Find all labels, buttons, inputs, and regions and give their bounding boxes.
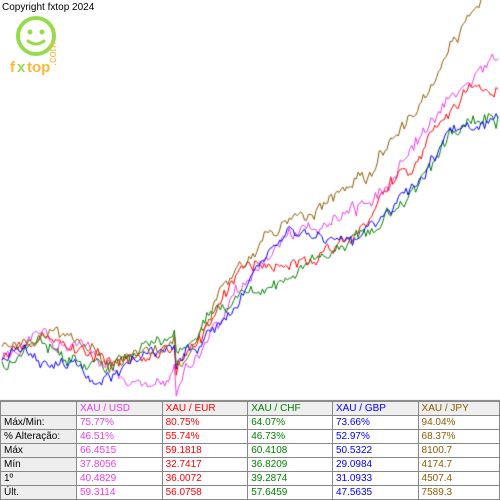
stats-table: XAU / USDXAU / EURXAU / CHFXAU / GBPXAU … [0,401,500,500]
table-header: XAU / GBP [332,402,418,416]
svg-text:x: x [17,59,26,76]
table-header: XAU / EUR [162,402,248,416]
svg-text:f: f [10,59,16,76]
table-cell: 59.3114 [77,486,163,500]
copyright-text: Copyright fxtop 2024 [2,2,94,13]
table-cell: 55.74% [162,430,248,444]
table-cell: 39.2874 [248,472,333,486]
row-label: Últ. [1,486,77,500]
fxtop-watermark: f x top .com [6,14,86,97]
row-label: Mín [1,458,77,472]
table-header [1,402,77,416]
row-label: 1º [1,472,77,486]
table-cell: 75.77% [77,416,163,430]
table-cell: 32.7417 [162,458,248,472]
table-cell: 60.4108 [248,444,333,458]
table-cell: 40.4829 [77,472,163,486]
table-cell: 36.8209 [248,458,333,472]
svg-text:.com: .com [47,42,59,66]
table-cell: 37.8056 [77,458,163,472]
table-cell: 52.97% [332,430,418,444]
table-cell: 68.37% [418,430,499,444]
table-cell: 4174.7 [418,458,499,472]
table-cell: 8100.7 [418,444,499,458]
table-cell: 50.5322 [332,444,418,458]
table-cell: 94.04% [418,416,499,430]
table-cell: 31.0933 [332,472,418,486]
table-header: XAU / USD [77,402,163,416]
table-cell: 64.07% [248,416,333,430]
table-cell: 4507.4 [418,472,499,486]
table-cell: 73.66% [332,416,418,430]
table-cell: 56.0758 [162,486,248,500]
table-cell: 66.4515 [77,444,163,458]
table-cell: 59.1818 [162,444,248,458]
table-cell: 29.0984 [332,458,418,472]
table-header: XAU / JPY [418,402,499,416]
table-cell: 57.6459 [248,486,333,500]
table-cell: 46.51% [77,430,163,444]
row-label: Máx [1,444,77,458]
row-label: Máx/Min: [1,416,77,430]
table-cell: 46.73% [248,430,333,444]
table-cell: 80.75% [162,416,248,430]
table-cell: 47.5635 [332,486,418,500]
table-cell: 36.0072 [162,472,248,486]
row-label: % Alteração: [1,430,77,444]
table-header: XAU / CHF [248,402,333,416]
table-cell: 7589.3 [418,486,499,500]
